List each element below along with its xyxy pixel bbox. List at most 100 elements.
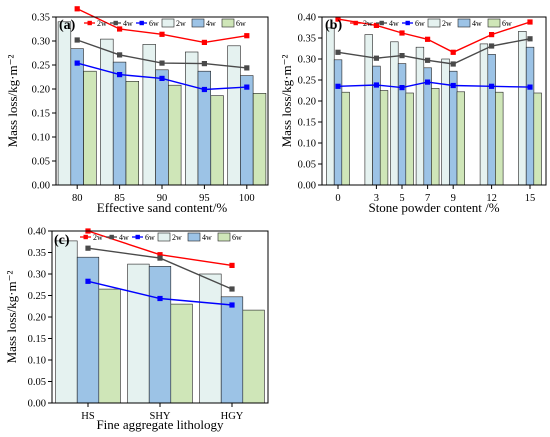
x-tick-label: HGY: [221, 411, 244, 422]
bar-6w-95: [210, 95, 224, 186]
bar-2w-9: [441, 58, 450, 186]
legend-marker-2w: [83, 234, 88, 240]
point-2w-7: [425, 36, 431, 42]
bar-4w-0: [333, 59, 343, 186]
bar-4w-HGY: [220, 296, 244, 404]
chart-panel-2: 0.00 0.05 0.10 0.15 0.20 0.25 0.30 0.35 0.40 0 3 5 7…: [279, 13, 547, 215]
bar-6w-HS: [98, 288, 121, 404]
y-tick-label: 0.35: [298, 34, 316, 45]
x-axis-title: Fine aggregate lithology: [96, 417, 224, 432]
x-tick-label: 12: [486, 193, 497, 204]
point-6w-7: [425, 79, 431, 85]
bar-4w-SHY: [148, 265, 172, 404]
point-6w-3: [373, 82, 379, 88]
point-2w-3: [373, 22, 379, 28]
x-tick-label: 85: [114, 193, 125, 204]
legend-label: 6w: [149, 19, 159, 28]
point-4w-HGY: [229, 286, 235, 292]
legend-label: 4w: [123, 19, 133, 28]
y-tick-label: 0.20: [28, 313, 46, 324]
point-4w-95: [201, 61, 207, 67]
point-2w-9: [450, 49, 456, 55]
y-tick-label: 0.00: [28, 399, 46, 410]
bar-2w-15: [518, 30, 527, 186]
legend-swatch-6w: [221, 18, 235, 28]
point-2w-90: [159, 31, 165, 37]
y-tick-label: 0.15: [298, 118, 316, 129]
point-4w-HS: [85, 245, 91, 251]
bar-6w-15: [533, 92, 542, 186]
bar-6w-12: [495, 91, 504, 186]
legend-swatch-6w: [487, 18, 501, 28]
y-tick-label: 0.25: [298, 76, 316, 87]
x-tick-label: 0: [335, 193, 340, 204]
point-6w-100: [244, 84, 250, 90]
y-tick-label: 0.00: [32, 181, 50, 192]
bar-4w-12: [487, 54, 496, 186]
bar-6w-3: [379, 90, 389, 186]
legend-label: 6w: [232, 233, 242, 242]
y-axis-title: Mass loss/kg·m⁻²: [279, 55, 294, 148]
y-tick-label: 0.20: [32, 85, 50, 96]
legend-label: 2w: [97, 19, 107, 28]
bar-2w-SHY: [127, 263, 150, 404]
point-2w-100: [244, 33, 250, 39]
x-tick-label: 80: [72, 193, 83, 204]
point-2w-5: [399, 30, 405, 36]
bar-2w-HS: [55, 240, 78, 404]
legend-label: 4w: [389, 19, 399, 28]
x-axis-title: Effective sand content/%: [97, 200, 228, 215]
y-tick-label: 0.10: [32, 133, 50, 144]
x-tick-label: HS: [81, 411, 95, 422]
legend-label: 2w: [176, 19, 186, 28]
point-6w-SHY: [157, 295, 163, 302]
point-4w-12: [489, 43, 495, 49]
point-4w-SHY: [157, 255, 163, 261]
point-6w-90: [159, 75, 165, 81]
point-6w-85: [117, 72, 123, 78]
legend-label: 2w: [363, 19, 373, 28]
y-tick-label: 0.30: [32, 37, 50, 48]
point-2w-80: [74, 6, 80, 12]
legend-label: 4w: [472, 19, 482, 28]
bar-6w-SHY: [170, 303, 193, 404]
legend-swatch-2w: [161, 18, 175, 28]
y-tick-label: 0.05: [32, 157, 50, 168]
legend-label: 4w: [206, 19, 216, 28]
legend-marker-6w: [139, 20, 144, 26]
legend-swatch-6w: [217, 232, 231, 242]
y-tick-label: 0.20: [298, 97, 316, 108]
point-4w-100: [244, 65, 250, 71]
legend-swatch-4w: [457, 18, 471, 28]
legend-label: 2w: [93, 233, 103, 242]
point-6w-0: [335, 83, 341, 89]
bar-4w-80: [70, 48, 84, 186]
point-4w-80: [74, 37, 80, 43]
bar-2w-95: [185, 51, 199, 186]
x-tick-label: 5: [399, 193, 404, 204]
bar-2w-85: [100, 38, 114, 186]
bar-4w-85: [112, 61, 127, 186]
bar-4w-5: [397, 63, 407, 186]
point-6w-5: [399, 85, 405, 91]
point-4w-3: [373, 55, 379, 61]
bar-2w-80: [57, 21, 72, 186]
y-tick-label: 0.05: [28, 377, 46, 388]
legend-label: 6w: [415, 19, 425, 28]
point-6w-80: [74, 60, 80, 66]
legend-swatch-2w: [157, 232, 171, 242]
bar-2w-0: [326, 27, 335, 186]
point-4w-7: [425, 57, 431, 63]
y-axis-title: Mass loss/kg·m⁻²: [4, 271, 19, 364]
bar-6w-85: [125, 81, 139, 186]
bar-6w-HGY: [242, 309, 265, 404]
x-tick-label: 100: [239, 193, 255, 204]
legend-marker-2w: [353, 20, 358, 26]
point-4w-0: [335, 49, 341, 55]
legend-marker-2w: [87, 20, 92, 26]
legend-swatch-4w: [191, 18, 205, 28]
legend-label: 4w: [119, 233, 129, 242]
panel-label: (b): [325, 18, 342, 33]
bar-6w-80: [83, 70, 97, 186]
point-6w-9: [450, 82, 456, 89]
